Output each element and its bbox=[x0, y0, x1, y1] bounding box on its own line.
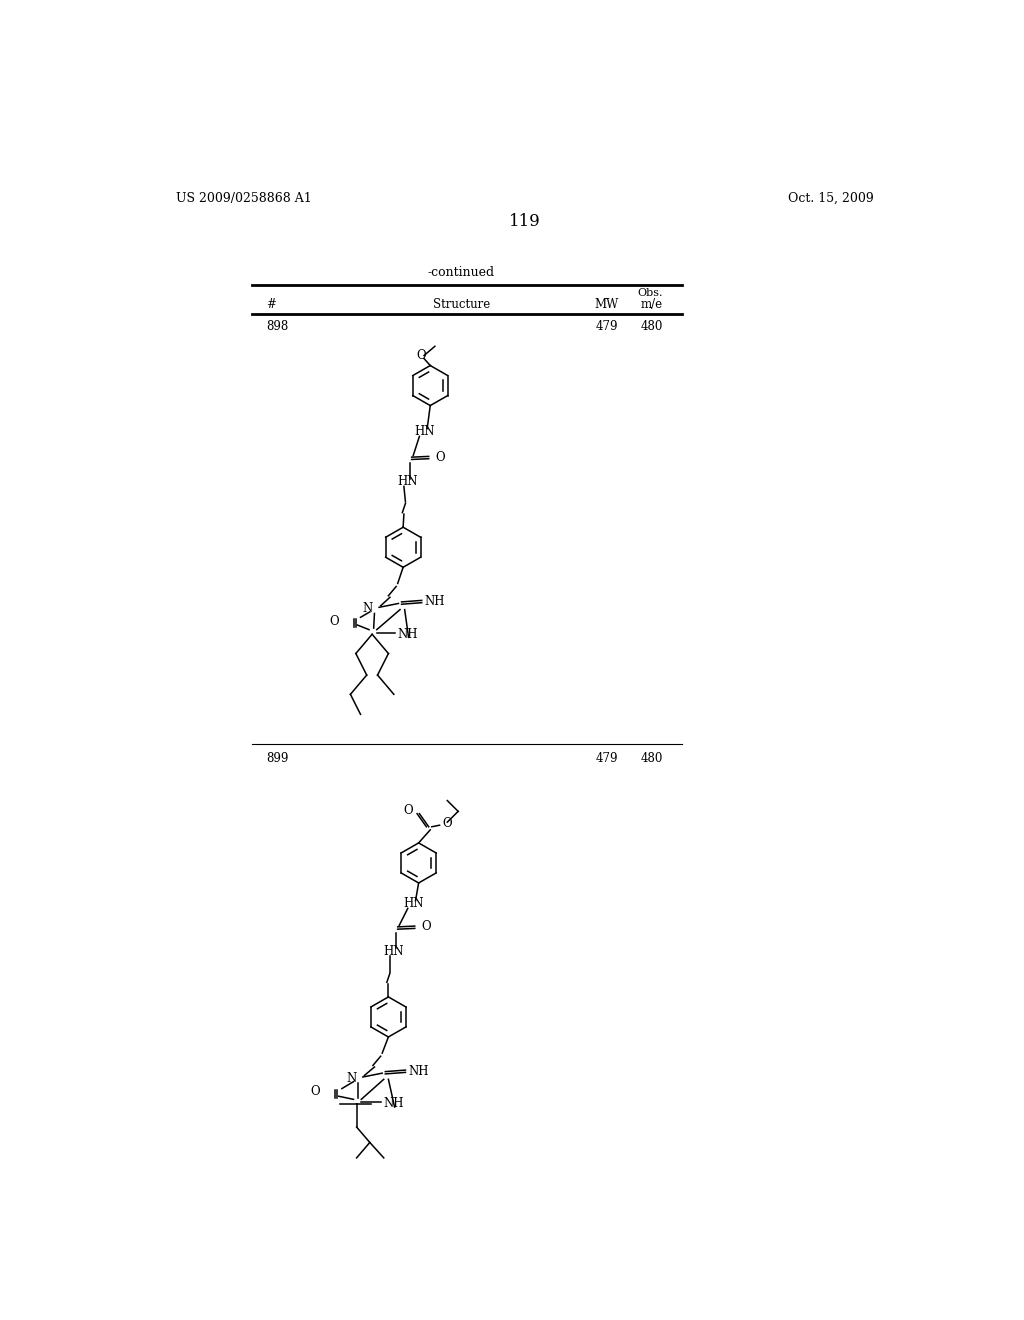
Text: Oct. 15, 2009: Oct. 15, 2009 bbox=[787, 191, 873, 205]
Text: -continued: -continued bbox=[428, 265, 495, 279]
Text: HN: HN bbox=[415, 425, 435, 438]
Text: O: O bbox=[435, 450, 444, 463]
Text: MW: MW bbox=[595, 298, 620, 312]
Text: Obs.: Obs. bbox=[637, 288, 663, 298]
Text: O: O bbox=[421, 920, 430, 933]
Text: HN: HN bbox=[384, 945, 404, 958]
Text: Structure: Structure bbox=[432, 298, 489, 312]
Text: N: N bbox=[362, 602, 373, 615]
Text: 479: 479 bbox=[596, 319, 618, 333]
Text: US 2009/0258868 A1: US 2009/0258868 A1 bbox=[176, 191, 311, 205]
Text: HN: HN bbox=[403, 898, 424, 911]
Text: 899: 899 bbox=[266, 752, 289, 766]
Text: m/e: m/e bbox=[641, 298, 663, 312]
Text: O: O bbox=[310, 1085, 321, 1098]
Text: NH: NH bbox=[425, 595, 445, 609]
Text: 480: 480 bbox=[640, 319, 663, 333]
Text: 119: 119 bbox=[509, 213, 541, 230]
Text: NH: NH bbox=[409, 1065, 429, 1078]
Text: NH: NH bbox=[384, 1097, 404, 1110]
Text: #: # bbox=[266, 298, 275, 312]
Text: N: N bbox=[346, 1072, 356, 1085]
Text: O: O bbox=[416, 348, 426, 362]
Text: 479: 479 bbox=[596, 752, 618, 766]
Text: HN: HN bbox=[397, 475, 418, 488]
Text: 898: 898 bbox=[266, 319, 288, 333]
Text: O: O bbox=[329, 615, 339, 628]
Text: O: O bbox=[403, 804, 414, 817]
Text: O: O bbox=[442, 817, 453, 830]
Text: NH: NH bbox=[397, 628, 418, 640]
Text: 480: 480 bbox=[640, 752, 663, 766]
